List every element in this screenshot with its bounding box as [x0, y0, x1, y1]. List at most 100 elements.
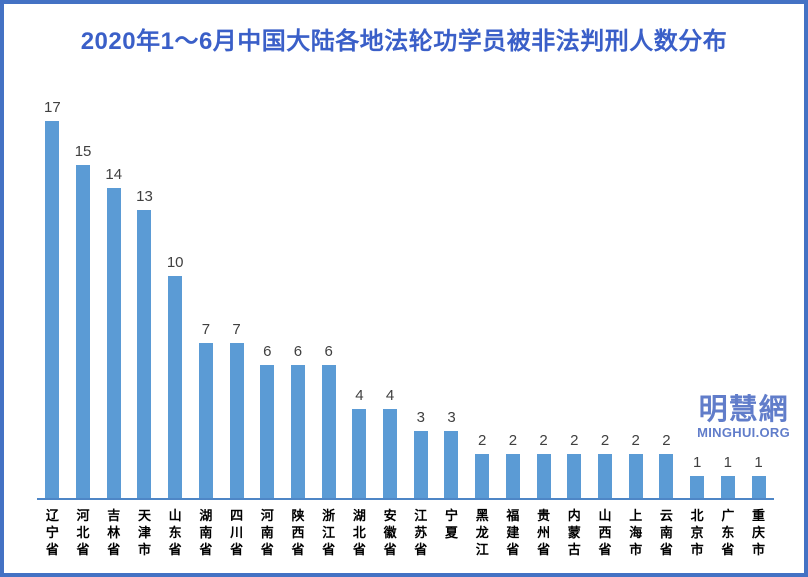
- bar: [168, 276, 183, 498]
- bar-value-label: 13: [136, 187, 153, 205]
- x-axis-label: 云南省: [651, 507, 682, 558]
- x-axis-label-char: 湖: [352, 508, 366, 523]
- bar: [106, 187, 121, 498]
- x-axis-label-char: 省: [383, 542, 397, 557]
- x-axis-label: 江苏省: [405, 507, 436, 558]
- bar-value-label: 2: [631, 431, 640, 449]
- x-axis-label-char: 上: [629, 508, 643, 523]
- x-axis-label-char: 建: [506, 525, 520, 540]
- bar-value-label: 1: [692, 453, 702, 471]
- x-axis-label-char: 贵: [537, 508, 551, 523]
- x-axis-label-char: 津: [137, 525, 151, 540]
- bar-column: 6: [252, 62, 283, 498]
- x-axis-label: 北京市: [682, 507, 713, 558]
- x-axis-label-char: 苏: [414, 525, 428, 540]
- x-axis-label-char: 川: [230, 525, 244, 540]
- x-axis-label-char: 林: [107, 525, 121, 540]
- x-axis-label: 山西省: [590, 507, 621, 558]
- x-axis-label: 河北省: [68, 507, 99, 558]
- x-axis-label-char: 西: [598, 525, 612, 540]
- bar-value-label: 14: [105, 165, 123, 183]
- x-axis-label-char: 福: [506, 508, 520, 523]
- bar-column: 4: [344, 62, 375, 498]
- x-axis-label-char: 省: [537, 542, 551, 557]
- x-axis-label-char: 南: [659, 525, 673, 540]
- x-axis-label-char: 市: [752, 542, 766, 557]
- x-axis-label-char: 省: [76, 542, 90, 557]
- bar: [751, 475, 766, 498]
- bar-value-label: 7: [201, 320, 211, 338]
- bar: [198, 342, 213, 498]
- bar: [536, 453, 551, 498]
- bar-value-label: 15: [74, 143, 92, 161]
- x-axis-label-char: 省: [45, 542, 59, 557]
- bar: [413, 431, 428, 498]
- x-axis-label-char: 天: [137, 508, 151, 523]
- x-axis-label-char: 安: [383, 508, 397, 523]
- x-axis-label-char: 海: [629, 525, 643, 540]
- bar: [690, 475, 705, 498]
- minghui-logo-chinese: 明慧網: [698, 394, 789, 426]
- x-axis-label-char: 北: [352, 525, 366, 540]
- x-axis-label: 宁夏: [436, 507, 467, 558]
- x-axis-label-char: 市: [690, 542, 704, 557]
- x-axis-label-char: 市: [137, 542, 151, 557]
- bar: [76, 165, 91, 498]
- bar-column: 17: [37, 62, 68, 498]
- bar: [229, 342, 244, 498]
- bar-column: 15: [68, 62, 99, 498]
- x-axis-label-char: 河: [260, 508, 274, 523]
- x-axis-label-char: 省: [506, 542, 520, 557]
- bar-value-label: 10: [166, 254, 184, 272]
- x-axis-label-char: 省: [598, 542, 612, 557]
- x-axis-label-char: 山: [168, 508, 182, 523]
- bar: [137, 209, 152, 498]
- plot-area: 17 15 14 13 10 7 7 6 6 6 4 4 3 3 2 2 2 2 2 2 2 1 1 1: [37, 62, 774, 500]
- bar-value-label: 1: [723, 453, 732, 471]
- bar-value-label: 3: [416, 409, 425, 427]
- x-axis-label-char: 省: [199, 542, 213, 557]
- x-axis-label: 山东省: [160, 507, 191, 558]
- bar-value-label: 2: [508, 431, 518, 449]
- bar-column: 3: [436, 62, 467, 498]
- bar-value-label: 2: [600, 431, 610, 449]
- x-axis-label: 福建省: [498, 507, 529, 558]
- bar: [659, 453, 674, 498]
- x-axis-label: 广东省: [712, 507, 743, 558]
- bar-value-label: 4: [355, 387, 364, 405]
- x-axis-label-char: 北: [76, 525, 90, 540]
- x-axis-label-char: 省: [260, 542, 274, 557]
- x-axis-label-char: 内: [567, 508, 581, 523]
- chart-title: 2020年1～6月中国大陆各地法轮功学员被非法判刑人数分布: [80, 28, 728, 55]
- bar-column: 7: [191, 62, 222, 498]
- x-axis-label: 重庆市: [743, 507, 774, 558]
- x-axis-label-char: 南: [260, 525, 274, 540]
- bar: [45, 121, 60, 498]
- bar: [628, 453, 643, 498]
- bar-value-label: 6: [263, 342, 272, 360]
- x-axis-label-char: 省: [230, 542, 244, 557]
- x-axis-label-char: 宁: [45, 525, 59, 540]
- bar-value-label: 1: [754, 453, 763, 471]
- bar-column: 2: [559, 62, 590, 498]
- x-axis-label-char: 山: [598, 508, 612, 523]
- x-axis-label-char: 省: [414, 542, 428, 557]
- bar-value-label: 2: [539, 431, 548, 449]
- x-axis-label-char: 省: [107, 542, 121, 557]
- x-axis-label-char: 河: [76, 508, 90, 523]
- x-axis-label-char: 江: [322, 525, 336, 540]
- x-axis-label: 湖北省: [344, 507, 375, 558]
- bar: [598, 453, 612, 498]
- x-axis-label: 安徽省: [375, 507, 406, 558]
- bar-column: 2: [620, 62, 651, 498]
- bar: [352, 409, 367, 498]
- x-axis-label-char: 省: [168, 542, 182, 557]
- x-axis-label: 湖南省: [191, 507, 222, 558]
- bar-column: 6: [313, 62, 344, 498]
- x-axis-label: 吉林省: [98, 507, 129, 558]
- bar-column: 7: [221, 62, 252, 498]
- bar-value-label: 6: [293, 342, 303, 360]
- bar-value-label: 2: [478, 431, 487, 449]
- x-axis-label-char: 湖: [199, 508, 213, 523]
